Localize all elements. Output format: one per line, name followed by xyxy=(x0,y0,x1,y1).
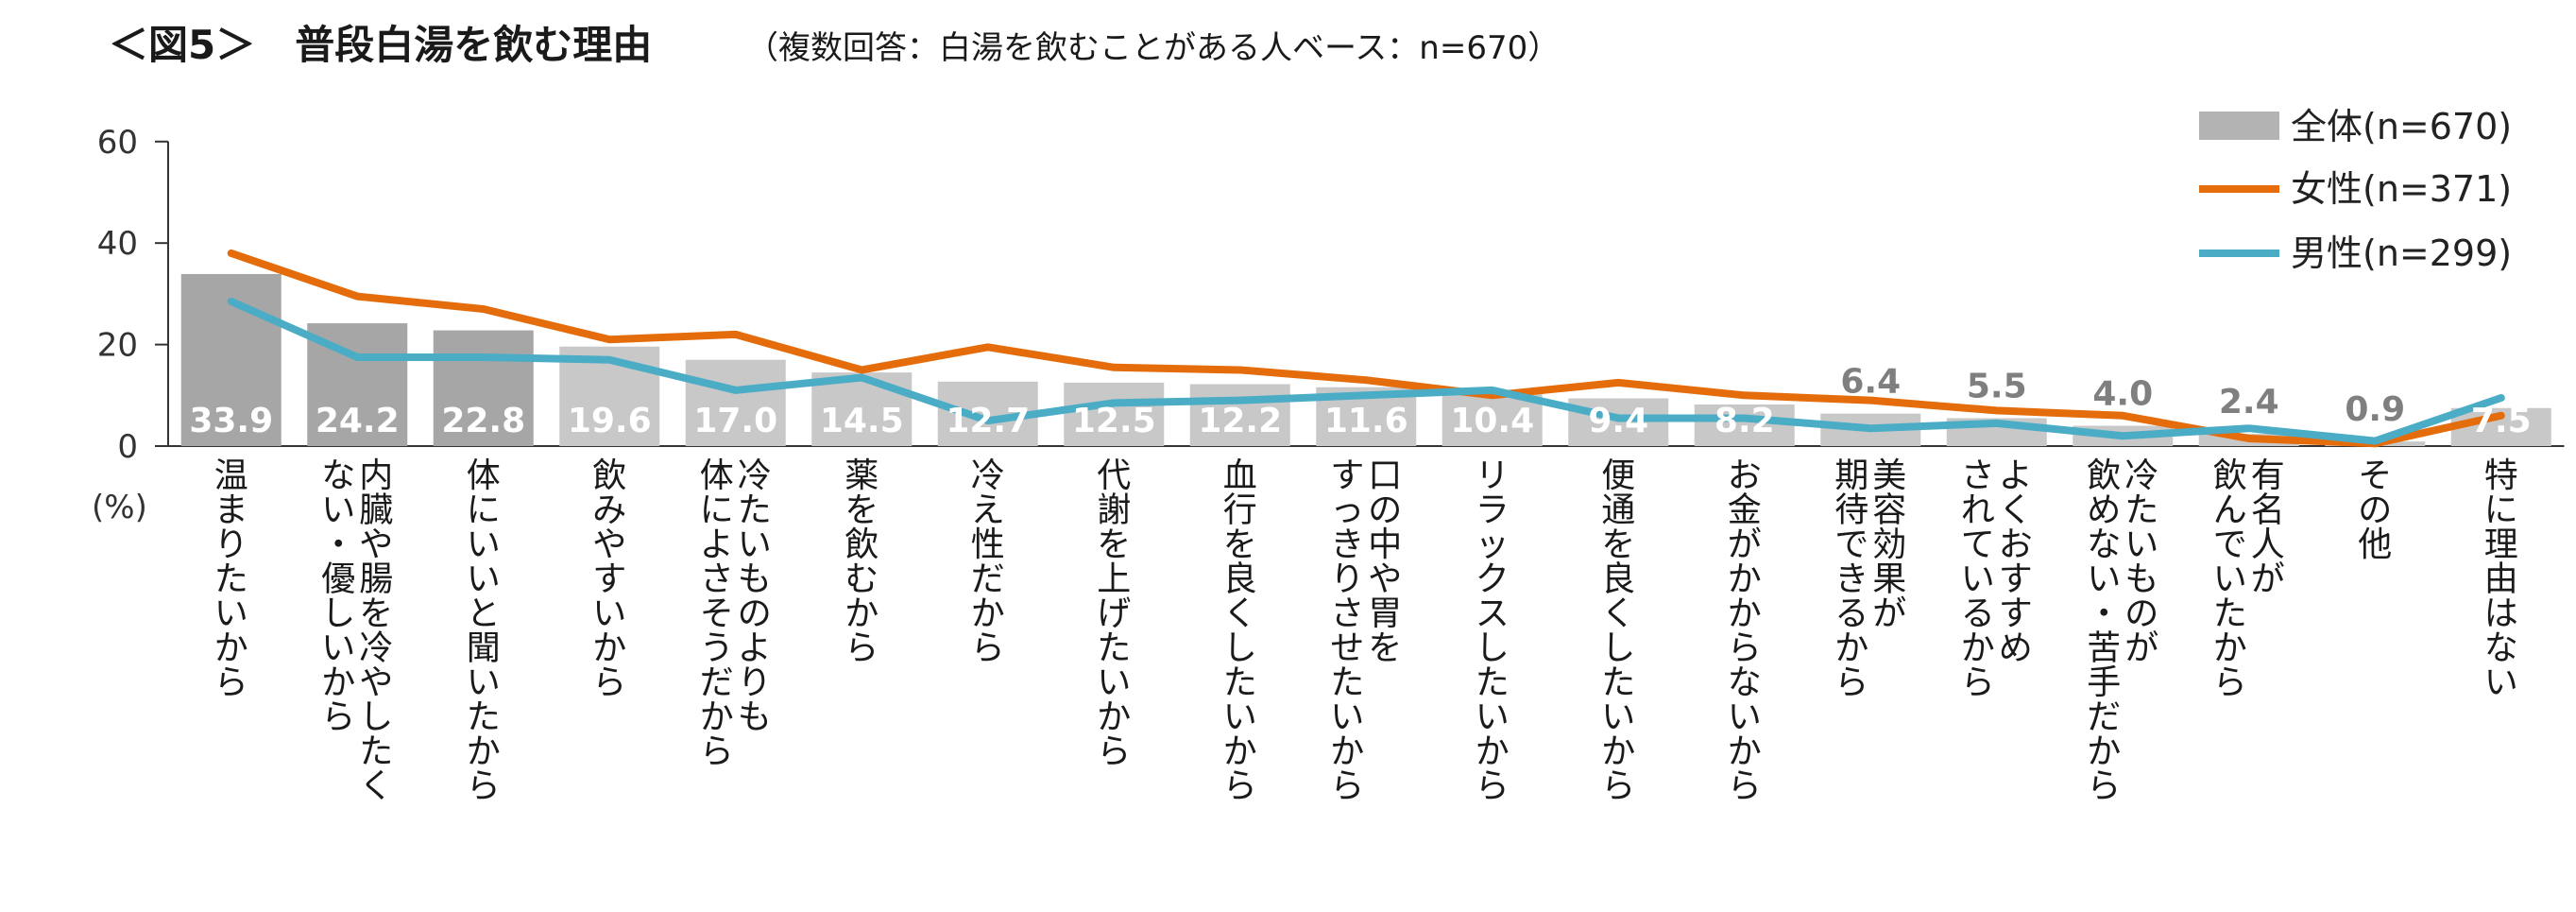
category-label: 特に理由はない xyxy=(2484,456,2518,702)
legend-swatch-all xyxy=(2199,112,2279,140)
bar-value-label: 19.6 xyxy=(568,402,652,440)
category-label-column: 薬を飲むから xyxy=(844,456,879,668)
category-label: 冷え性だから xyxy=(971,456,1005,668)
bar-value-label: 17.0 xyxy=(693,402,777,440)
category-label-column: 便通を良くしたいから xyxy=(1601,456,1635,806)
category-label: 便通を良くしたいから xyxy=(1601,456,1635,806)
category-label-column: リラックスしたいから xyxy=(1476,456,1510,806)
y-tick-label: 60 xyxy=(97,124,138,162)
bar-value-label: 9.4 xyxy=(1588,402,1648,440)
y-tick-label: 20 xyxy=(97,327,138,365)
category-label-column: されているから xyxy=(1961,456,1995,702)
category-label-column: 温まりたいから xyxy=(214,456,248,702)
category-label: その他 xyxy=(2358,456,2392,564)
legend-label-female: 女性(n=371) xyxy=(2291,168,2512,210)
category-label-column: その他 xyxy=(2358,456,2392,564)
female-line xyxy=(227,249,2505,448)
category-label: 薬を飲むから xyxy=(844,456,879,668)
bar xyxy=(1568,398,1669,446)
bar-value-label: 2.4 xyxy=(2219,383,2279,422)
y-tick-label: 40 xyxy=(97,225,138,263)
bar-value-label: 0.9 xyxy=(2345,390,2405,429)
category-label-column: 冷え性だから xyxy=(971,456,1005,668)
category-label-column: 血行を良くしたいから xyxy=(1223,456,1257,806)
category-label-column: 冷たいものよりも xyxy=(738,456,772,737)
chart-subtitle: （複数回答：白湯を飲むことがある人ベース：n=670） xyxy=(746,29,1560,67)
legend-label-male: 男性(n=299) xyxy=(2291,232,2512,274)
category-label: お金がかからないから xyxy=(1728,456,1762,806)
category-label: 血行を良くしたいから xyxy=(1223,456,1257,806)
bar xyxy=(1189,384,1290,446)
category-label-column: 飲んでいたから xyxy=(2213,456,2247,702)
category-label-column: 有名人が xyxy=(2251,456,2285,599)
bar xyxy=(433,330,534,446)
category-label-column: 期待できるから xyxy=(1834,456,1868,702)
category-label: 温まりたいから xyxy=(214,456,248,702)
category-label-column: 特に理由はない xyxy=(2484,456,2518,702)
bar-value-label: 12.5 xyxy=(1072,402,1156,440)
category-label: リラックスしたいから xyxy=(1476,456,1510,806)
bar xyxy=(1442,393,1543,446)
category-label: 体にいいと聞いたから xyxy=(467,456,501,806)
bar-value-label: 4.0 xyxy=(2092,375,2153,414)
bar-value-label: 6.4 xyxy=(1840,363,1901,402)
bar-value-label: 7.5 xyxy=(2471,402,2532,440)
legend-label-all: 全体(n=670) xyxy=(2291,106,2512,147)
category-label-column: 代謝を上げたいから xyxy=(1097,456,1131,771)
bar-value-label: 14.5 xyxy=(820,402,904,440)
legend: 全体(n=670) 女性(n=371) 男性(n=299) xyxy=(2199,106,2512,274)
category-label-column: 冷たいものが xyxy=(2124,456,2158,668)
bar xyxy=(1064,382,1165,446)
bar-value-label: 11.6 xyxy=(1324,402,1408,440)
bar-series xyxy=(180,273,2551,446)
category-label-column: 口の中や胃を xyxy=(1368,456,1402,668)
category-label-column: 内臓や腸を冷やしたく xyxy=(359,456,393,806)
category-label-column: 美容効果が xyxy=(1872,456,1906,633)
category-label-column: 体にいいと聞いたから xyxy=(467,456,501,806)
bar xyxy=(685,359,786,446)
bar-value-label: 8.2 xyxy=(1714,402,1775,440)
category-label: 代謝を上げたいから xyxy=(1097,456,1131,771)
category-label-column: 体によさそうだから xyxy=(700,456,734,771)
category-label-column: 飲めない・苦手だから xyxy=(2087,456,2121,806)
category-label-column: お金がかからないから xyxy=(1728,456,1762,806)
bar-value-label: 22.8 xyxy=(441,402,525,440)
category-label-column: ない・優しいから xyxy=(321,456,355,737)
category-label-column: よくおすすめ xyxy=(1999,456,2033,668)
y-axis-unit: (%) xyxy=(92,489,147,526)
bar-value-label: 12.7 xyxy=(946,402,1030,440)
bar-value-label: 24.2 xyxy=(316,402,400,440)
male-line xyxy=(227,297,2505,445)
bar-value-label: 33.9 xyxy=(189,402,273,440)
data-labels: 33.9 24.2 22.8 19.6 17.0 14.5 12.7 12.5 12.2 11.6… xyxy=(189,363,2531,440)
bar xyxy=(811,372,913,446)
category-label-column: 飲みやすいから xyxy=(592,456,626,702)
category-label-column: すっきりさせたいから xyxy=(1330,456,1364,806)
y-tick-label: 0 xyxy=(117,428,138,466)
bar xyxy=(1694,404,1795,446)
category-label: 飲みやすいから xyxy=(592,456,626,702)
bar-value-label: 10.4 xyxy=(1450,402,1534,440)
line-series xyxy=(227,249,2505,448)
bar-value-label: 12.2 xyxy=(1198,402,1282,440)
chart-title: ＜図5＞ 普段白湯を飲む理由 xyxy=(109,22,652,68)
bar-value-label: 5.5 xyxy=(1967,367,2027,405)
